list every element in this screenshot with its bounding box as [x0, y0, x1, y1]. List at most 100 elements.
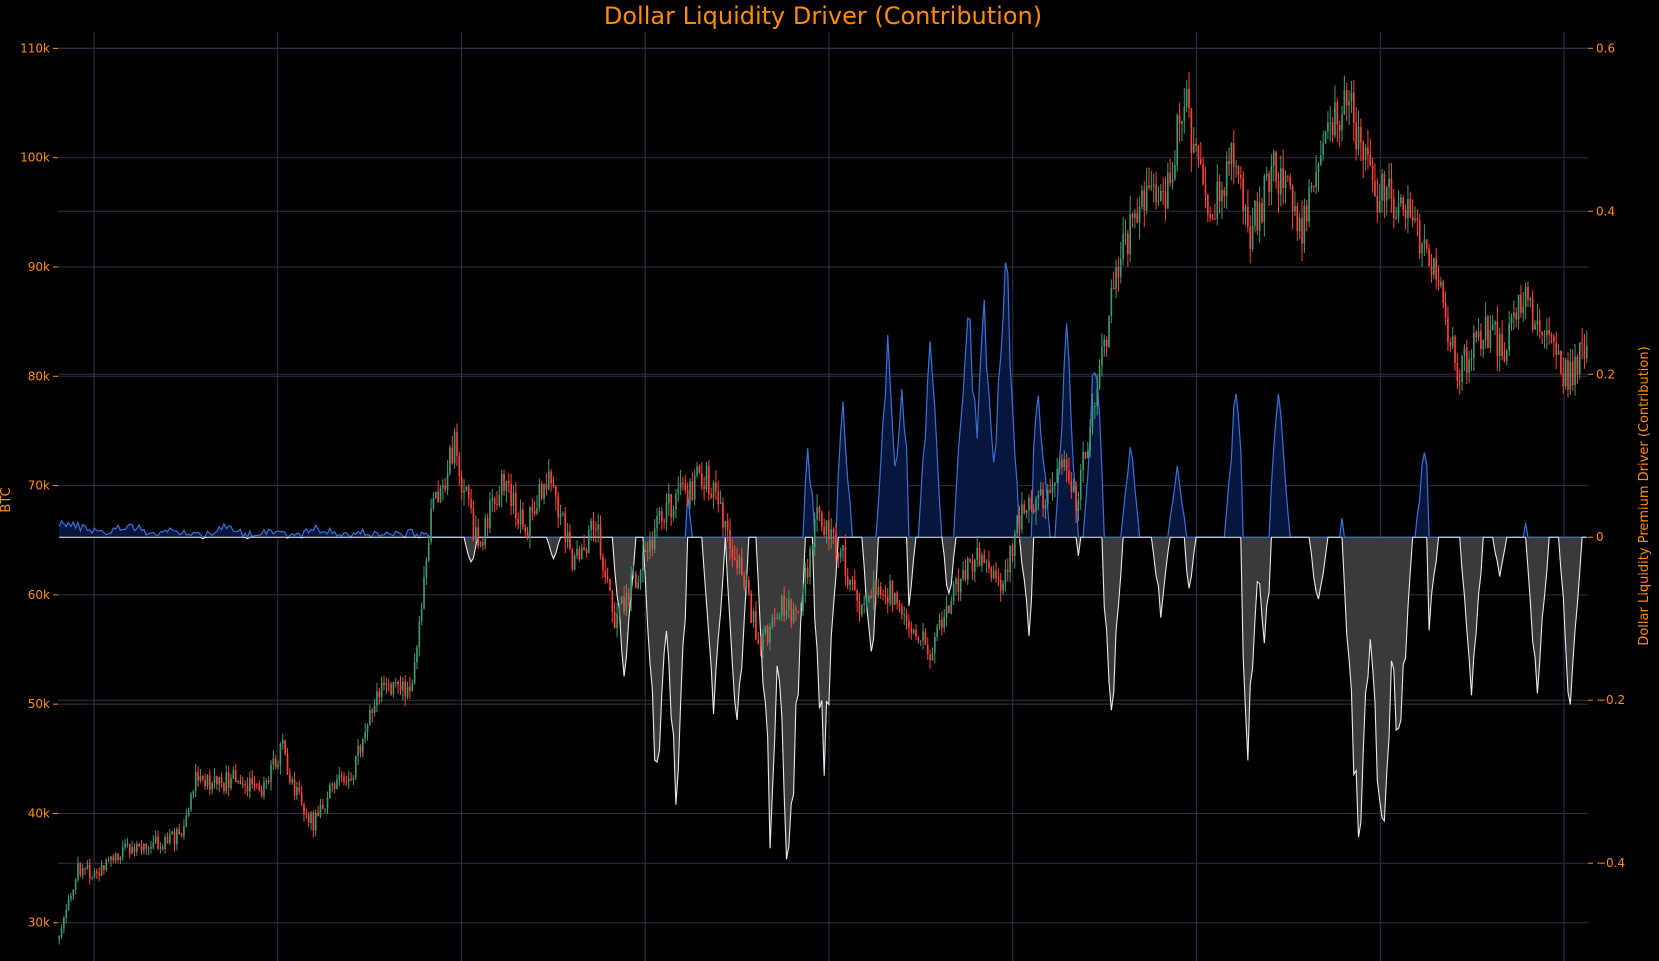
- candle-body: [889, 580, 891, 604]
- candle-body: [950, 601, 953, 614]
- candle-body: [804, 568, 807, 594]
- candle-body: [1301, 218, 1303, 244]
- candle-body: [526, 531, 529, 538]
- candle-body: [813, 519, 816, 548]
- candle-body: [274, 758, 277, 768]
- candle-body: [345, 781, 348, 783]
- candle-body: [809, 548, 811, 578]
- candle-body: [778, 615, 781, 619]
- candle-body: [722, 502, 724, 528]
- candle-body: [712, 482, 715, 498]
- candle-body: [199, 776, 202, 781]
- candle-body: [1447, 317, 1449, 343]
- candle-body: [314, 812, 317, 831]
- candle-body: [764, 626, 767, 633]
- candle-body: [1070, 481, 1073, 492]
- candle-body: [875, 582, 877, 596]
- candle-body: [1251, 225, 1254, 249]
- candle-body: [1018, 515, 1021, 530]
- candle-body: [1581, 342, 1583, 345]
- candle-body: [1162, 190, 1164, 192]
- candle-body: [1014, 533, 1016, 556]
- candle-body: [606, 577, 609, 580]
- candle-body: [1225, 161, 1228, 196]
- candle-body: [201, 776, 204, 781]
- candle-body: [241, 783, 244, 785]
- candle-body: [366, 725, 369, 733]
- candle-body: [1383, 173, 1386, 201]
- candle-body: [981, 555, 983, 566]
- candle-body: [244, 783, 246, 786]
- candle-body: [797, 610, 800, 612]
- candle-body: [289, 773, 291, 783]
- candle-body: [1058, 460, 1061, 469]
- candle-body: [1204, 184, 1207, 195]
- candle-body: [1042, 489, 1044, 509]
- candle-body: [618, 604, 621, 614]
- candle-body: [430, 508, 432, 543]
- candle-body: [1183, 106, 1186, 121]
- candle-body: [818, 507, 821, 513]
- candle-body: [286, 754, 289, 774]
- candle-body: [364, 732, 367, 739]
- candle-body: [114, 853, 117, 861]
- candle-body: [333, 783, 336, 790]
- candle-body: [1235, 165, 1237, 167]
- candle-body: [145, 843, 148, 849]
- candle-body: [599, 524, 602, 557]
- candle-body: [126, 843, 129, 845]
- candle-body: [832, 529, 835, 534]
- candle-body: [1091, 406, 1094, 427]
- candle-body: [1051, 485, 1054, 493]
- candle-body: [183, 826, 185, 837]
- candle-body: [642, 552, 644, 571]
- candle-body: [138, 844, 141, 847]
- candle-body: [409, 686, 411, 691]
- candle-body: [472, 508, 475, 540]
- candle-body: [234, 770, 237, 783]
- candle-body: [319, 804, 322, 817]
- candle-body: [637, 582, 640, 589]
- candle-body: [265, 780, 268, 782]
- candle-body: [1432, 258, 1435, 275]
- candle-body: [738, 557, 741, 569]
- candle-body: [1395, 217, 1397, 219]
- candle-body: [1242, 177, 1244, 212]
- candle-body: [58, 936, 61, 940]
- candle-body: [924, 631, 927, 645]
- candle-body: [1468, 359, 1470, 373]
- candle-body: [437, 491, 439, 503]
- candle-body: [557, 496, 560, 518]
- candle-body: [1360, 127, 1362, 142]
- candle-body: [107, 859, 110, 861]
- negative-contribution-line: [59, 536, 1587, 860]
- candle-body: [1362, 141, 1365, 161]
- candle-body: [1263, 176, 1266, 222]
- candle-body: [783, 595, 785, 617]
- candle-body: [677, 488, 680, 494]
- candle-body: [978, 547, 981, 566]
- candle-body: [357, 745, 359, 757]
- candle-body: [1150, 185, 1153, 188]
- candle-body: [1145, 185, 1148, 211]
- candle-body: [1025, 510, 1028, 514]
- candle-body: [1338, 124, 1341, 131]
- candle-body: [249, 778, 251, 792]
- candle-body: [1171, 179, 1174, 184]
- candle-body: [1548, 330, 1550, 335]
- left-tick-label: 50k: [28, 697, 50, 711]
- candle-body: [1155, 184, 1157, 202]
- candle-body: [399, 684, 402, 691]
- candle-body: [1524, 286, 1527, 307]
- candle-body: [251, 778, 254, 785]
- candle-body: [479, 541, 482, 546]
- candle-body: [992, 570, 995, 579]
- candle-body: [943, 617, 946, 628]
- candle-body: [623, 596, 625, 612]
- candle-body: [1284, 175, 1287, 188]
- candle-body: [133, 846, 136, 852]
- candle-body: [1075, 485, 1077, 511]
- candle-body: [1084, 452, 1087, 459]
- candle-body: [98, 873, 101, 876]
- candle-body: [451, 447, 454, 464]
